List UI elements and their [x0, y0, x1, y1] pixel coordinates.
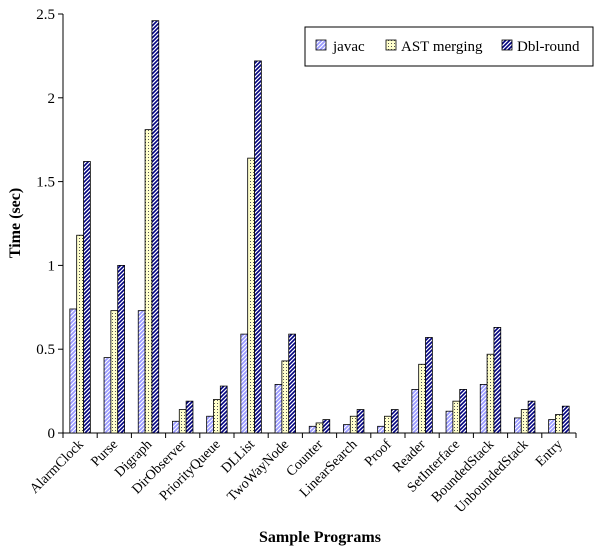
- bar-javac-purse: [103, 357, 112, 434]
- x-tick-label: PriorityQueue: [157, 437, 224, 504]
- y-tick-label: 2: [48, 91, 56, 107]
- bar-javac-boundedstack: [479, 383, 488, 434]
- bar-javac-priorityqueue: [206, 415, 214, 434]
- plot-area: 0 0.5 1 1.5 2 2.5 AlarmClock PurseDigraphDirOb…: [27, 7, 577, 516]
- bar-dbl-round-alarmclock: [83, 161, 91, 434]
- bar-ast-merging-digraph: [144, 129, 153, 434]
- bar-ast-merging-twowaynode: [281, 360, 290, 434]
- bar-ast-merging-linearsearch: [349, 415, 358, 434]
- x-axis-ticks: AlarmClock PurseDigraphDirObserverPriorit…: [27, 433, 577, 516]
- bar-javac-unboundedstack: [514, 417, 522, 434]
- y-tick-label: 0.5: [36, 342, 55, 358]
- bar-javac-twowaynode: [274, 383, 283, 434]
- y-tick-label: 1: [48, 258, 56, 274]
- bar-dbl-round-reader: [425, 337, 433, 434]
- bar-dbl-round-unboundedstack: [527, 400, 536, 434]
- bar-dbl-round-digraph: [151, 20, 160, 434]
- legend-swatch-ast-merging: [385, 39, 397, 51]
- x-tick-label: AlarmClock: [27, 437, 87, 497]
- bar-javac-dllist: [240, 333, 249, 434]
- bar-javac-counter: [308, 425, 317, 434]
- legend-swatch-javac: [315, 39, 327, 51]
- bar-javac-alarmclock: [69, 308, 78, 434]
- bar-javac-linearsearch: [343, 424, 351, 434]
- bar-ast-merging-dirobserver: [178, 409, 187, 434]
- bar-javac-dirobserver: [172, 420, 180, 434]
- bar-series-group: [69, 20, 570, 434]
- bar-ast-merging-reader: [418, 363, 426, 434]
- bar-dbl-round-boundedstack: [493, 327, 502, 434]
- bar-dbl-round-proof: [390, 409, 399, 434]
- bar-ast-merging-alarmclock: [76, 234, 84, 434]
- legend-label-javac: javac: [332, 39, 365, 55]
- bar-ast-merging-purse: [110, 310, 119, 434]
- y-axis-title: Time (sec): [7, 188, 24, 258]
- y-tick-label: 2.5: [36, 7, 55, 23]
- bar-ast-merging-proof: [384, 415, 392, 434]
- x-tick-label: TwoWayNode: [225, 437, 292, 504]
- bar-dbl-round-dllist: [254, 60, 262, 434]
- x-axis-title: Sample Programs: [259, 529, 381, 546]
- legend: javac AST merging Dbl-round: [304, 26, 594, 67]
- bar-dbl-round-entry: [561, 405, 570, 434]
- y-tick-label: 1.5: [36, 175, 55, 191]
- bar-ast-merging-boundedstack: [486, 353, 495, 434]
- x-tick-label: Entry: [533, 437, 566, 470]
- bar-ast-merging-priorityqueue: [213, 399, 221, 434]
- legend-label-ast-merging: AST merging: [401, 39, 483, 55]
- bar-dbl-round-setinterface: [459, 389, 467, 434]
- bar-javac-proof: [377, 425, 385, 434]
- bar-ast-merging-setinterface: [452, 400, 461, 434]
- bar-dbl-round-priorityqueue: [219, 385, 228, 434]
- bar-ast-merging-entry: [555, 414, 563, 434]
- legend-box: [304, 26, 594, 67]
- bar-ast-merging-counter: [315, 422, 324, 434]
- y-axis-ticks: 0 0.5 1 1.5 2 2.5: [36, 7, 63, 442]
- bar-javac-entry: [548, 419, 556, 434]
- bar-dbl-round-purse: [117, 264, 125, 434]
- bar-dbl-round-counter: [322, 419, 331, 434]
- bar-dbl-round-linearsearch: [356, 409, 365, 434]
- bar-javac-digraph: [137, 310, 146, 434]
- legend-swatch-dbl-round: [501, 39, 513, 51]
- bar-ast-merging-unboundedstack: [520, 409, 529, 434]
- bar-javac-setinterface: [445, 410, 454, 434]
- bar-dbl-round-twowaynode: [288, 333, 296, 434]
- bar-dbl-round-dirobserver: [185, 400, 194, 434]
- legend-label-dbl-round: Dbl-round: [517, 39, 580, 55]
- y-tick-label: 0: [48, 426, 56, 442]
- bar-ast-merging-dllist: [247, 157, 255, 434]
- bar-javac-reader: [411, 389, 420, 434]
